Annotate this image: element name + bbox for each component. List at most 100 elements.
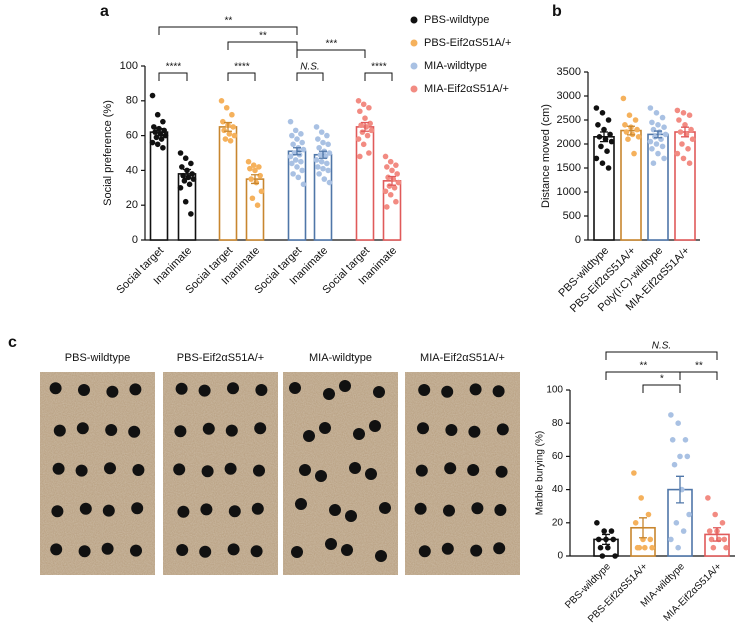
marble (369, 420, 381, 432)
marble (130, 544, 142, 557)
data-point (325, 141, 331, 148)
photo-title: MIA-Eif2αS51A/+ (420, 352, 505, 364)
data-point (659, 114, 666, 121)
data-point (642, 544, 648, 551)
marble (444, 462, 457, 475)
data-point (594, 520, 600, 526)
data-point (723, 544, 729, 551)
marble (78, 545, 91, 558)
marble (418, 384, 431, 396)
data-point (650, 160, 657, 166)
data-point (160, 118, 166, 125)
data-point (394, 171, 400, 177)
data-point (674, 150, 681, 157)
data-point (719, 520, 726, 526)
photo-title: PBS-Eif2αS51A/+ (177, 352, 264, 364)
data-point (160, 144, 166, 151)
data-point (652, 134, 658, 140)
data-point (313, 157, 320, 163)
data-point (294, 164, 300, 170)
data-point (287, 118, 294, 125)
data-point (231, 132, 238, 139)
data-point (318, 129, 325, 135)
marble (375, 550, 387, 562)
data-point (182, 155, 189, 162)
significance-label: * (660, 374, 665, 385)
data-point (182, 198, 189, 205)
bar (218, 126, 238, 241)
data-point (622, 122, 628, 128)
data-point (362, 115, 368, 121)
error-bar (627, 125, 635, 136)
y-tick-label: 80 (126, 95, 138, 107)
data-point (382, 153, 389, 160)
marble (299, 464, 311, 476)
data-point (384, 164, 390, 170)
error-bar (713, 527, 721, 542)
data-point (254, 202, 261, 208)
y-tick-label: 1000 (557, 186, 581, 198)
data-point (632, 117, 639, 123)
data-point (221, 127, 227, 134)
bar (593, 136, 615, 241)
marble (418, 545, 431, 558)
legend-label: MIA-Eif2αS51A/+ (424, 83, 509, 95)
significance-bracket (364, 72, 393, 81)
marble (101, 542, 114, 555)
data-point (655, 150, 661, 157)
data-point (649, 544, 655, 551)
data-point (149, 92, 156, 99)
bar (245, 178, 265, 241)
data-point (675, 420, 681, 427)
panel-2: c 0 20 40 60 80 100 Marble burying (%) PBS-wildt… (8, 334, 735, 625)
marble (201, 465, 214, 478)
legend-marker (410, 16, 418, 24)
marble (323, 388, 335, 400)
marble (345, 510, 357, 522)
significance-bracket (296, 72, 324, 81)
data-point (368, 127, 375, 134)
data-point (597, 544, 604, 551)
legend-marker (410, 62, 418, 70)
data-point (608, 528, 615, 534)
data-point (292, 157, 299, 163)
marble (104, 462, 116, 475)
photo-title: MIA-wildtype (309, 352, 372, 364)
data-point (292, 127, 299, 134)
data-point (357, 108, 363, 115)
data-point (688, 126, 694, 133)
data-point (290, 171, 296, 177)
marble (329, 504, 341, 516)
data-point (298, 158, 304, 165)
data-point (708, 536, 715, 543)
significance-label: **** (165, 62, 182, 73)
error-bar (319, 150, 327, 159)
marble (325, 538, 337, 550)
marble (173, 463, 186, 476)
data-point (162, 132, 169, 139)
data-point (680, 155, 687, 162)
significance-label: ** (639, 361, 648, 372)
significance-bracket (158, 72, 188, 81)
error-bar (224, 121, 232, 132)
data-point (186, 181, 193, 188)
data-point (601, 126, 607, 133)
data-point (661, 124, 667, 130)
error-bar (388, 175, 396, 186)
data-point (634, 126, 640, 133)
data-point (360, 141, 367, 148)
data-point (189, 171, 195, 177)
x-tick-label: Social target (114, 245, 166, 297)
data-point (298, 131, 304, 137)
data-point (324, 160, 330, 167)
data-point (662, 131, 669, 138)
marble (441, 542, 454, 555)
data-point (188, 160, 194, 167)
data-point (360, 101, 367, 108)
data-point (686, 160, 693, 166)
data-point (385, 174, 391, 181)
marble (373, 386, 385, 398)
marble (50, 543, 63, 556)
marble (295, 498, 307, 510)
